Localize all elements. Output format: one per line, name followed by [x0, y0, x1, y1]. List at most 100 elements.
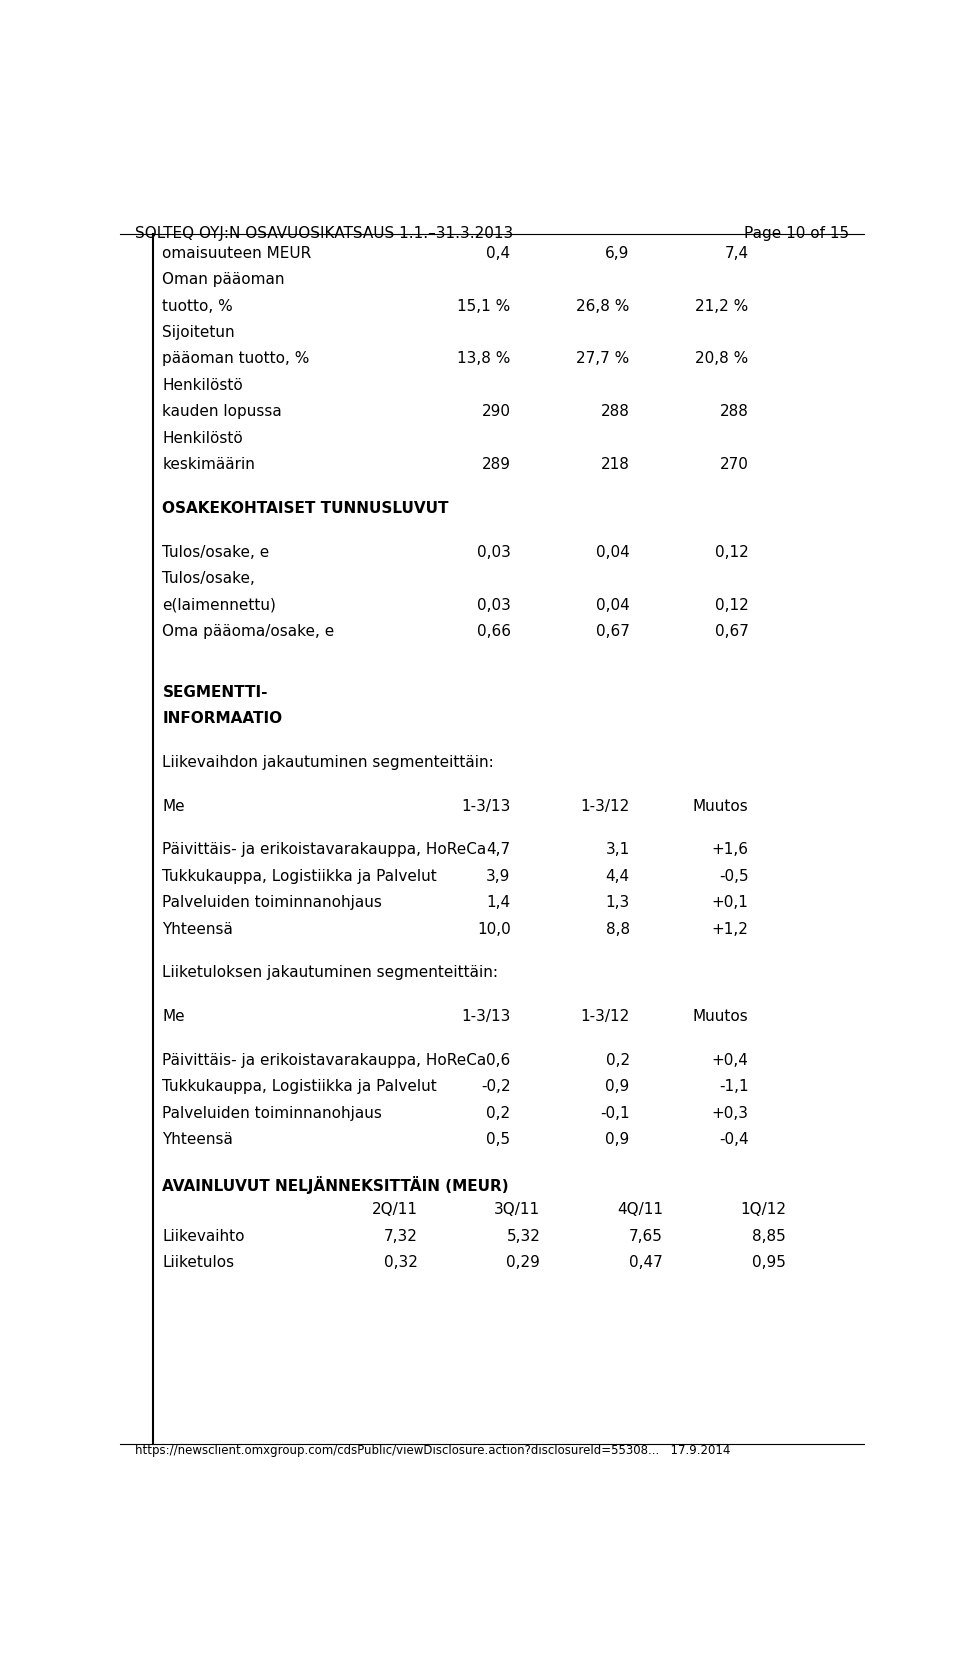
Text: 1-3/12: 1-3/12: [581, 1009, 630, 1024]
Text: Tulos/osake,: Tulos/osake,: [162, 571, 255, 586]
Text: Tukkukauppa, Logistiikka ja Palvelut: Tukkukauppa, Logistiikka ja Palvelut: [162, 1078, 437, 1095]
Text: https://newsclient.omxgroup.com/cdsPublic/viewDisclosure.action?disclosureId=553: https://newsclient.omxgroup.com/cdsPubli…: [134, 1444, 731, 1457]
Text: 7,32: 7,32: [384, 1229, 418, 1244]
Text: OSAKEKOHTAISET TUNNUSLUVUT: OSAKEKOHTAISET TUNNUSLUVUT: [162, 501, 449, 516]
Text: 8,8: 8,8: [606, 921, 630, 936]
Text: 218: 218: [601, 457, 630, 473]
Text: 13,8 %: 13,8 %: [457, 351, 511, 367]
Text: -0,2: -0,2: [481, 1078, 511, 1095]
Text: 0,12: 0,12: [715, 544, 749, 559]
Text: Yhteensä: Yhteensä: [162, 1131, 233, 1148]
Text: 3,1: 3,1: [606, 842, 630, 857]
Text: 5,32: 5,32: [507, 1229, 540, 1244]
Text: Liiketuloksen jakautuminen segmenteittäin:: Liiketuloksen jakautuminen segmenteittäi…: [162, 966, 498, 981]
Text: 1-3/12: 1-3/12: [581, 799, 630, 814]
Text: Palveluiden toiminnanohjaus: Palveluiden toiminnanohjaus: [162, 1105, 382, 1121]
Text: 4Q/11: 4Q/11: [617, 1202, 663, 1217]
Text: 3Q/11: 3Q/11: [494, 1202, 540, 1217]
Text: 0,4: 0,4: [487, 245, 511, 261]
Text: 0,03: 0,03: [477, 544, 511, 559]
Text: Yhteensä: Yhteensä: [162, 921, 233, 936]
Text: Päivittäis- ja erikoistavarakauppa, HoReCa: Päivittäis- ja erikoistavarakauppa, HoRe…: [162, 842, 487, 857]
Text: 0,95: 0,95: [752, 1255, 786, 1270]
Text: 289: 289: [482, 457, 511, 473]
Text: 0,12: 0,12: [715, 597, 749, 612]
Text: Henkilöstö: Henkilöstö: [162, 377, 243, 394]
Text: 3,9: 3,9: [486, 868, 511, 883]
Text: SOLTEQ OYJ:N OSAVUOSIKATSAUS 1.1.–31.3.2013: SOLTEQ OYJ:N OSAVUOSIKATSAUS 1.1.–31.3.2…: [134, 227, 514, 241]
Text: SEGMENTTI-: SEGMENTTI-: [162, 685, 268, 700]
Text: Muutos: Muutos: [693, 1009, 749, 1024]
Text: 8,85: 8,85: [752, 1229, 786, 1244]
Text: AVAINLUVUT NELJÄNNEKSITTÄIN (MEUR): AVAINLUVUT NELJÄNNEKSITTÄIN (MEUR): [162, 1176, 509, 1194]
Text: Sijoitetun: Sijoitetun: [162, 324, 235, 341]
Text: Palveluiden toiminnanohjaus: Palveluiden toiminnanohjaus: [162, 895, 382, 910]
Text: -0,1: -0,1: [600, 1105, 630, 1121]
Text: 270: 270: [720, 457, 749, 473]
Text: 0,9: 0,9: [606, 1131, 630, 1148]
Text: +0,3: +0,3: [711, 1105, 749, 1121]
Text: pääoman tuotto, %: pääoman tuotto, %: [162, 351, 310, 367]
Text: 0,47: 0,47: [630, 1255, 663, 1270]
Text: 0,67: 0,67: [715, 624, 749, 638]
Text: 0,5: 0,5: [487, 1131, 511, 1148]
Text: 288: 288: [720, 404, 749, 420]
Text: 6,9: 6,9: [605, 245, 630, 261]
Text: Liikevaihdon jakautuminen segmenteittäin:: Liikevaihdon jakautuminen segmenteittäin…: [162, 754, 494, 771]
Text: 1Q/12: 1Q/12: [740, 1202, 786, 1217]
Text: 0,67: 0,67: [596, 624, 630, 638]
Text: 15,1 %: 15,1 %: [457, 298, 511, 314]
Text: Tukkukauppa, Logistiikka ja Palvelut: Tukkukauppa, Logistiikka ja Palvelut: [162, 868, 437, 883]
Text: +1,6: +1,6: [711, 842, 749, 857]
Text: Liikevaihto: Liikevaihto: [162, 1229, 245, 1244]
Text: 26,8 %: 26,8 %: [576, 298, 630, 314]
Text: 21,2 %: 21,2 %: [695, 298, 749, 314]
Text: keskimäärin: keskimäärin: [162, 457, 255, 473]
Text: -1,1: -1,1: [719, 1078, 749, 1095]
Text: kauden lopussa: kauden lopussa: [162, 404, 282, 420]
Text: 1-3/13: 1-3/13: [461, 1009, 511, 1024]
Text: -0,4: -0,4: [719, 1131, 749, 1148]
Text: Oma pääoma/osake, e: Oma pääoma/osake, e: [162, 624, 335, 638]
Text: -0,5: -0,5: [719, 868, 749, 883]
Text: 0,6: 0,6: [487, 1052, 511, 1068]
Text: Page 10 of 15: Page 10 of 15: [744, 227, 849, 241]
Text: 1,3: 1,3: [606, 895, 630, 910]
Text: 7,4: 7,4: [725, 245, 749, 261]
Text: Oman pääoman: Oman pääoman: [162, 271, 285, 288]
Text: Muutos: Muutos: [693, 799, 749, 814]
Text: Me: Me: [162, 1009, 185, 1024]
Text: 7,65: 7,65: [629, 1229, 663, 1244]
Text: 4,7: 4,7: [487, 842, 511, 857]
Text: INFORMAATIO: INFORMAATIO: [162, 711, 282, 726]
Text: tuotto, %: tuotto, %: [162, 298, 233, 314]
Text: omaisuuteen MEUR: omaisuuteen MEUR: [162, 245, 312, 261]
Text: +0,4: +0,4: [711, 1052, 749, 1068]
Text: +0,1: +0,1: [711, 895, 749, 910]
Text: 0,04: 0,04: [596, 597, 630, 612]
Text: +1,2: +1,2: [711, 921, 749, 936]
Text: 1,4: 1,4: [487, 895, 511, 910]
Text: 288: 288: [601, 404, 630, 420]
Text: Liiketulos: Liiketulos: [162, 1255, 234, 1270]
Text: Päivittäis- ja erikoistavarakauppa, HoReCa: Päivittäis- ja erikoistavarakauppa, HoRe…: [162, 1052, 487, 1068]
Text: 27,7 %: 27,7 %: [576, 351, 630, 367]
Text: 0,66: 0,66: [476, 624, 511, 638]
Text: 0,03: 0,03: [477, 597, 511, 612]
Text: Tulos/osake, e: Tulos/osake, e: [162, 544, 270, 559]
Text: 20,8 %: 20,8 %: [695, 351, 749, 367]
Text: 0,29: 0,29: [507, 1255, 540, 1270]
Text: 0,32: 0,32: [384, 1255, 418, 1270]
Text: 0,9: 0,9: [606, 1078, 630, 1095]
Text: 10,0: 10,0: [477, 921, 511, 936]
Text: 2Q/11: 2Q/11: [372, 1202, 418, 1217]
Text: 4,4: 4,4: [606, 868, 630, 883]
Text: 0,2: 0,2: [487, 1105, 511, 1121]
Text: 0,04: 0,04: [596, 544, 630, 559]
Text: Henkilöstö: Henkilöstö: [162, 430, 243, 447]
Text: 0,2: 0,2: [606, 1052, 630, 1068]
Text: e(laimennettu): e(laimennettu): [162, 597, 276, 612]
Text: 1-3/13: 1-3/13: [461, 799, 511, 814]
Text: 290: 290: [482, 404, 511, 420]
Text: Me: Me: [162, 799, 185, 814]
